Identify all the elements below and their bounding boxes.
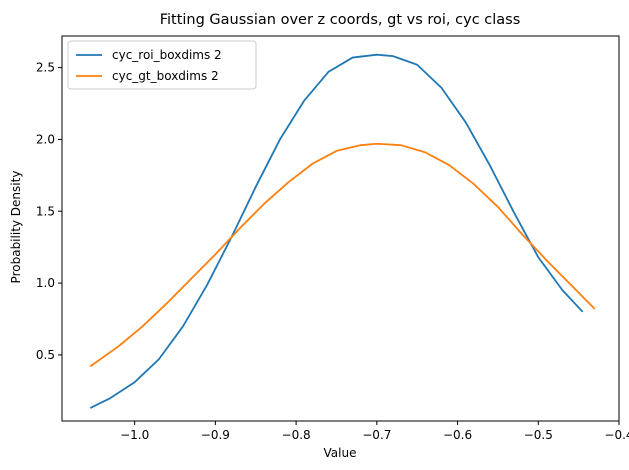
plot-area: −1.0 −0.9 −0.8 −0.7 −0.6 −0.5 −0.4 0.5 1.0 1.5 2.0… [36, 35, 629, 442]
y-axis-label: Probability Density [9, 171, 23, 284]
series-line-1 [89, 53, 584, 409]
x-tick-label: −0.5 [524, 428, 553, 442]
chart-title: Fitting Gaussian over z coords, gt vs ro… [160, 12, 521, 28]
legend-label-1: cyc_roi_boxdims 2 [112, 48, 222, 62]
legend-label-2: cyc_gt_boxdims 2 [112, 69, 219, 83]
x-tick-label: −0.9 [201, 428, 230, 442]
x-tick-label: −0.4 [604, 428, 629, 442]
axes-frame [61, 35, 620, 422]
y-tick-label: 1.5 [36, 204, 55, 218]
y-tick-label: 1.0 [36, 276, 55, 290]
x-tick-label: −0.7 [362, 428, 391, 442]
y-tick-label: 2.5 [36, 61, 55, 75]
series-line-2 [89, 142, 596, 368]
x-tick-label: −0.8 [282, 428, 311, 442]
x-tick-label: −0.6 [443, 428, 472, 442]
x-tick-label: −1.0 [120, 428, 149, 442]
legend-box [67, 40, 257, 90]
y-tick-label: 0.5 [36, 348, 55, 362]
legend: cyc_roi_boxdims 2 cyc_gt_boxdims 2 [67, 40, 257, 90]
x-axis-label: Value [324, 446, 357, 460]
y-tick-label: 2.0 [36, 132, 55, 146]
